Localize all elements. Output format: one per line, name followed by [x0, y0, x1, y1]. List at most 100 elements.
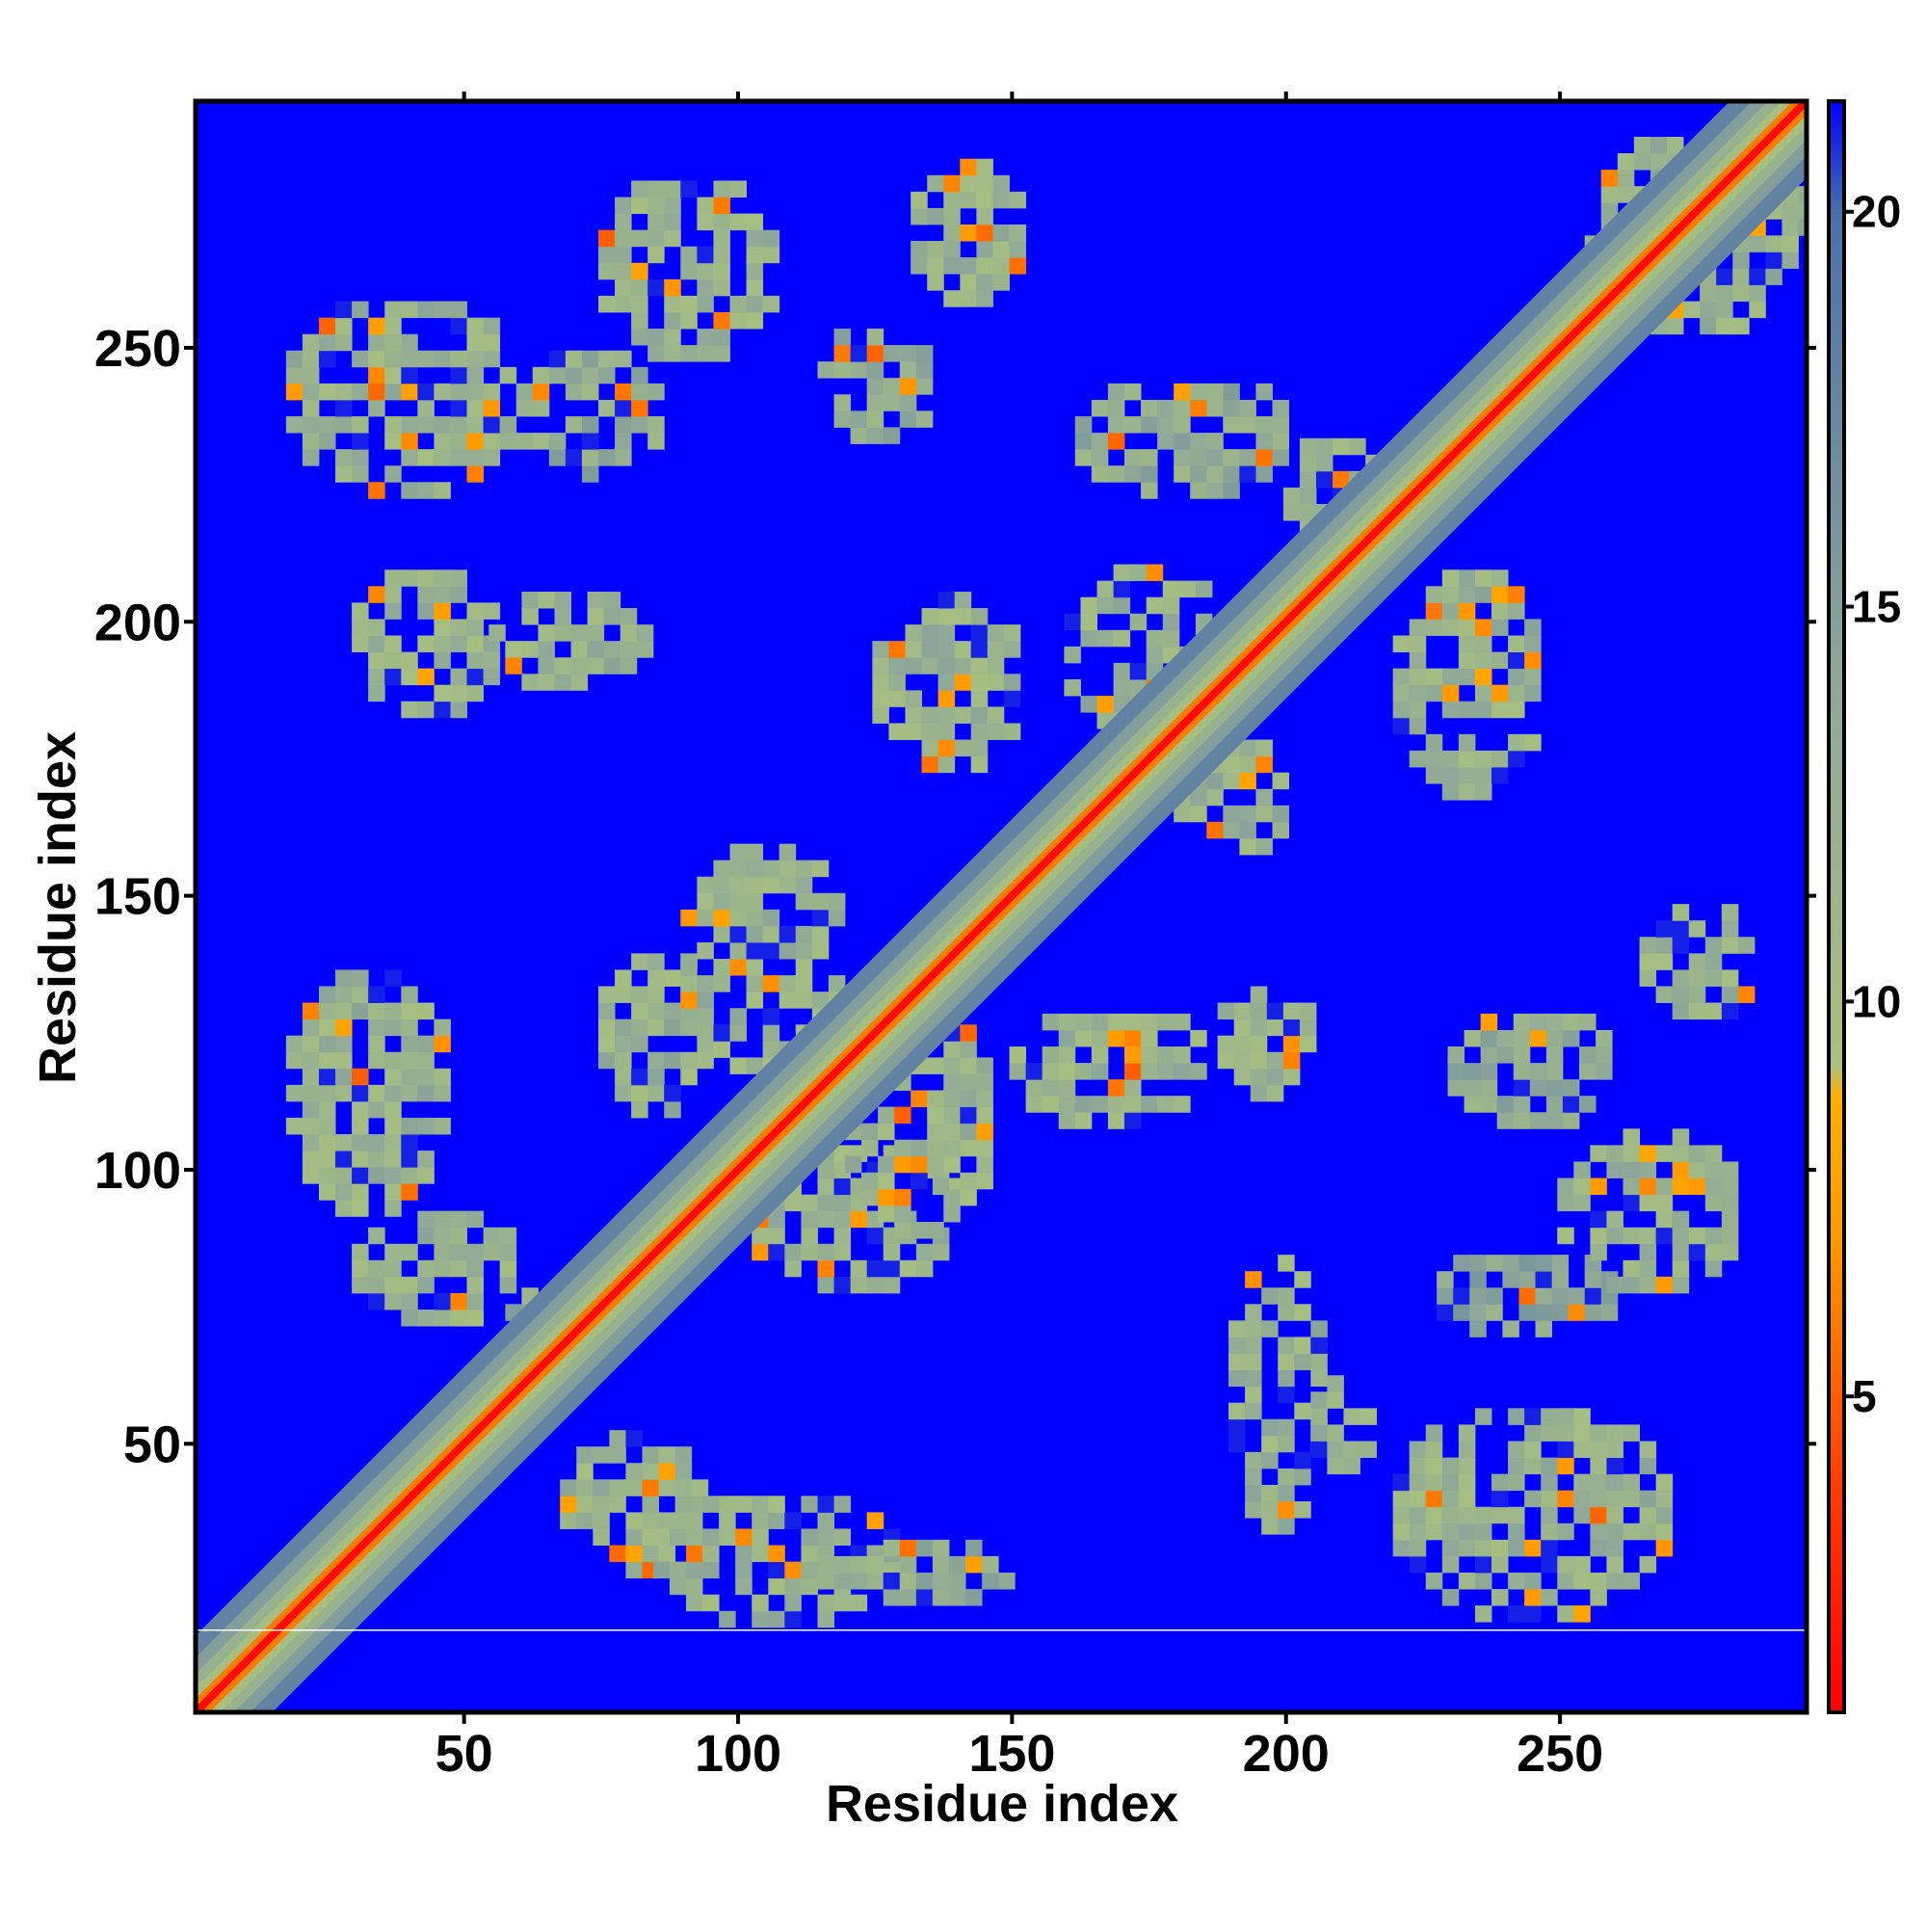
- heatmap-cell: [521, 674, 539, 691]
- contact-region: [911, 158, 1027, 307]
- heatmap-cell: [335, 1200, 353, 1217]
- heatmap-cell: [746, 992, 764, 1009]
- heatmap-cell: [620, 641, 638, 658]
- heatmap-cell: [1096, 696, 1115, 713]
- heatmap-cell: [894, 1188, 911, 1206]
- heatmap-cell: [1688, 986, 1706, 1003]
- heatmap-cell: [631, 197, 648, 215]
- heatmap-cell: [1239, 755, 1256, 774]
- contact-region: [1009, 1013, 1207, 1129]
- heatmap-cell: [1003, 624, 1021, 642]
- heatmap-cell: [686, 1594, 703, 1612]
- heatmap-cell: [954, 592, 972, 609]
- heatmap-cell: [1441, 766, 1460, 784]
- heatmap-cell: [1508, 1572, 1525, 1590]
- heatmap-cell: [1623, 1259, 1640, 1278]
- heatmap-cell: [960, 1041, 977, 1058]
- heatmap-cell: [1518, 1255, 1536, 1272]
- heatmap-cell: [450, 317, 467, 335]
- heatmap-cell: [1058, 1029, 1076, 1047]
- heatmap-cell: [1704, 1259, 1723, 1278]
- heatmap-cell: [948, 1572, 966, 1590]
- heatmap-cell: [1623, 1572, 1640, 1590]
- heatmap-cell: [943, 1041, 961, 1058]
- heatmap-cell: [943, 1204, 961, 1223]
- heatmap-cell: [1245, 1402, 1262, 1420]
- heatmap-cell: [1491, 1473, 1509, 1492]
- heatmap-cell: [368, 684, 385, 702]
- heatmap-cell: [713, 1024, 730, 1042]
- heatmap-cell: [669, 1561, 687, 1579]
- heatmap-cell: [1359, 1408, 1378, 1425]
- heatmap-cell: [899, 1589, 917, 1606]
- heatmap-cell: [1541, 1539, 1558, 1557]
- heatmap-cell: [1282, 1051, 1301, 1070]
- heatmap-cell: [466, 668, 485, 686]
- heatmap-cell: [532, 366, 550, 384]
- heatmap-cell: [598, 1019, 616, 1037]
- heatmap-cell: [927, 174, 944, 193]
- heatmap-cell: [615, 350, 632, 368]
- heatmap-cell: [1524, 1441, 1542, 1459]
- heatmap-cell: [1255, 433, 1273, 450]
- heatmap-cell: [417, 1051, 435, 1070]
- heatmap-cell: [434, 350, 451, 368]
- heatmap-cell: [970, 624, 989, 642]
- heatmap-cell: [318, 986, 336, 1003]
- heatmap-cell: [713, 345, 730, 362]
- heatmap-cell: [1688, 953, 1706, 970]
- colorbar-tick-label: 5: [1852, 1371, 1877, 1421]
- heatmap-cell: [1425, 766, 1443, 784]
- heatmap-cell: [987, 624, 1005, 642]
- heatmap-cell: [1245, 1320, 1262, 1337]
- heatmap-cell: [1233, 1051, 1252, 1070]
- heatmap-cell: [335, 1051, 353, 1070]
- heatmap-cell: [434, 701, 451, 719]
- heatmap-cell: [992, 224, 1010, 242]
- heatmap-cell: [1009, 241, 1027, 258]
- heatmap-cell: [1282, 1068, 1301, 1086]
- heatmap-cell: [1458, 750, 1476, 768]
- heatmap-cell: [1228, 1418, 1246, 1437]
- heatmap-cell: [515, 433, 534, 450]
- heatmap-cell: [532, 383, 550, 401]
- heatmap-cell: [302, 1084, 320, 1102]
- heatmap-cell: [1025, 1063, 1043, 1080]
- heatmap-cell: [1606, 1210, 1623, 1229]
- heatmap-cell: [833, 1555, 852, 1574]
- heatmap-cell: [927, 257, 944, 275]
- heatmap-cell: [1343, 1408, 1360, 1425]
- heatmap-cell: [817, 1161, 834, 1178]
- heatmap-cell: [1704, 1194, 1723, 1212]
- heatmap-cell: [1524, 651, 1542, 670]
- diagonal-band-layer: [196, 101, 1807, 1712]
- heatmap-cell: [1190, 399, 1207, 417]
- heatmap-cell: [1672, 1178, 1690, 1196]
- heatmap-cell: [1233, 1068, 1252, 1086]
- heatmap-cell: [866, 1572, 884, 1590]
- heatmap-cell: [352, 1100, 369, 1119]
- heatmap-cell: [434, 651, 451, 670]
- heatmap-cell: [1441, 602, 1460, 620]
- heatmap-cell: [719, 1495, 736, 1513]
- heatmap-cell: [1310, 1353, 1328, 1371]
- heatmap-cell: [352, 350, 369, 368]
- heatmap-cell: [401, 986, 418, 1003]
- heatmap-cell: [1157, 1013, 1175, 1031]
- heatmap-cell: [680, 1019, 698, 1037]
- heatmap-cell: [615, 433, 632, 450]
- heatmap-cell: [1683, 301, 1701, 319]
- heatmap-cell: [434, 1310, 451, 1327]
- heatmap-cell: [1541, 1408, 1558, 1425]
- heatmap-cell: [817, 1178, 834, 1196]
- heatmap-cell: [1513, 1063, 1531, 1080]
- heatmap-cell: [384, 651, 402, 670]
- heatmap-cell: [1623, 1194, 1640, 1212]
- heatmap-cell: [680, 262, 698, 280]
- heatmap-cell: [302, 1068, 320, 1086]
- heatmap-cell: [466, 1243, 485, 1261]
- heatmap-cell: [1441, 1473, 1460, 1492]
- heatmap-cell: [352, 1002, 369, 1020]
- heatmap-cell: [335, 986, 353, 1003]
